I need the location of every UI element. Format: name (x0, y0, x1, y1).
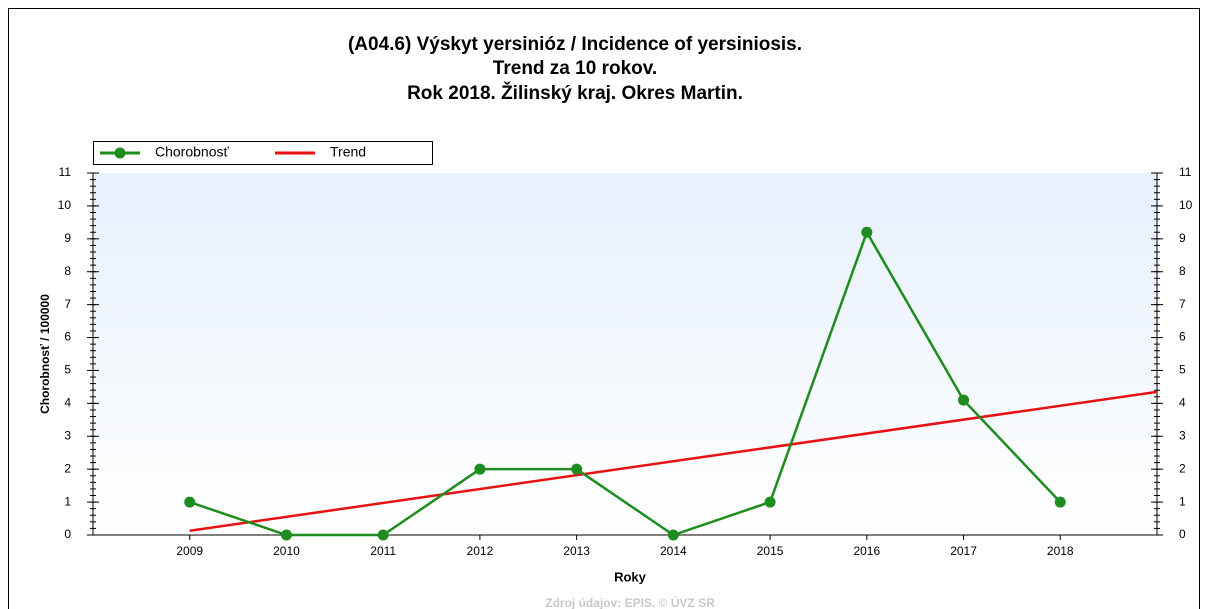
series-line (189, 229, 1062, 537)
y2-tick-label: 5 (1179, 363, 1186, 377)
y2-tick-label: 6 (1179, 330, 1186, 344)
y2-tick-label: 9 (1179, 231, 1186, 245)
x-tick-label: 2018 (1047, 544, 1074, 558)
data-point (377, 529, 389, 541)
chart-title: Trend za 10 rokov. (493, 58, 657, 79)
data-point (1054, 496, 1066, 508)
y-tick-label: 4 (64, 396, 71, 410)
y-axis-label: Chorobnosť / 100000 (38, 294, 52, 414)
y-tick-label: 5 (64, 363, 71, 377)
x-tick-label: 2010 (273, 544, 300, 558)
y2-tick-label: 10 (1179, 198, 1193, 212)
x-tick-label: 2014 (660, 544, 687, 558)
x-tick-label: 2016 (853, 544, 880, 558)
y2-tick-label: 7 (1179, 297, 1186, 311)
x-axis-label: Roky (614, 569, 647, 584)
series-line (189, 390, 1158, 532)
y-tick-label: 7 (64, 297, 71, 311)
x-tick-label: 2015 (757, 544, 784, 558)
footer: Zdroj údajov: EPIS. © ÚVZ SR (545, 595, 715, 609)
y-tick-label: 3 (64, 428, 71, 442)
y2-tick-label: 8 (1179, 264, 1186, 278)
y-tick-label: 1 (64, 494, 71, 508)
x-tick-label: 2012 (467, 544, 494, 558)
chart-title: (A04.6) Výskyt yersinióz / Incidence of … (348, 34, 802, 55)
x-tick-label: 2017 (950, 544, 977, 558)
y2-tick-label: 11 (1179, 165, 1192, 179)
x-tick-label: 2013 (563, 544, 590, 558)
data-point (861, 226, 873, 238)
legend-marker (114, 147, 126, 159)
y-tick-label: 11 (59, 165, 72, 179)
frame (8, 8, 1200, 609)
data-point (958, 394, 970, 406)
chart-title: Rok 2018. Žilinský kraj. Okres Martin. (407, 82, 743, 104)
y-tick-label: 2 (64, 461, 71, 475)
y2-tick-label: 4 (1179, 396, 1186, 410)
data-point (667, 529, 679, 541)
y-tick-label: 9 (64, 231, 71, 245)
y2-tick-label: 0 (1179, 527, 1186, 541)
data-point (764, 496, 776, 508)
x-tick-label: 2011 (370, 544, 396, 558)
y-tick-label: 6 (64, 330, 71, 344)
legend-label: Chorobnosť (155, 144, 229, 160)
data-point (280, 529, 292, 541)
y2-tick-label: 3 (1179, 428, 1186, 442)
legend-label: Trend (330, 144, 366, 160)
x-tick-label: 2009 (176, 544, 203, 558)
y-tick-label: 10 (58, 198, 72, 212)
data-point (184, 496, 196, 508)
y-tick-label: 0 (64, 527, 71, 541)
y-tick-label: 8 (64, 264, 71, 278)
plot-area (93, 173, 1157, 535)
data-point (474, 463, 486, 475)
y2-tick-label: 1 (1179, 494, 1186, 508)
data-point (571, 463, 583, 475)
legend-box (93, 141, 433, 165)
y2-tick-label: 2 (1179, 461, 1186, 475)
